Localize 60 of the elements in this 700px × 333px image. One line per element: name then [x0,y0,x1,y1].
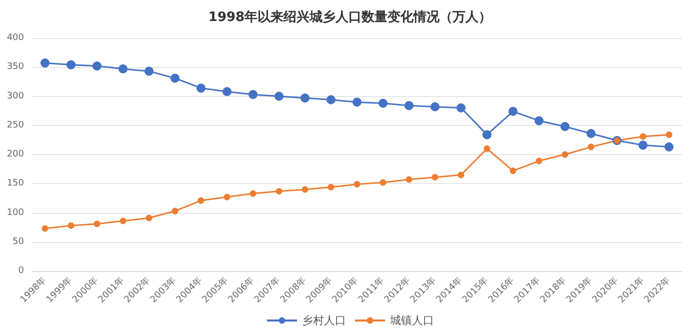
point [458,172,464,178]
y-tick-label: 0 [18,266,24,276]
point [510,168,516,174]
point [248,90,258,99]
point [40,58,50,68]
point [534,116,544,126]
point [560,122,570,132]
point [508,106,518,116]
y-tick-label: 350 [6,62,24,72]
point [224,194,230,200]
point [588,144,594,150]
point [170,74,180,83]
point [326,95,336,104]
point [118,64,128,74]
point [144,66,154,76]
point [92,61,102,70]
y-tick-label: 200 [6,150,24,160]
legend-label: 城镇人口 [389,314,434,327]
point [328,184,334,190]
point [352,98,362,107]
point [406,176,412,183]
point [94,220,100,228]
point [378,98,388,108]
point [198,197,204,204]
point [300,94,310,102]
y-tick-label: 400 [6,33,24,43]
point [222,87,232,96]
point [172,208,178,214]
point [354,180,360,188]
y-tick-label: 50 [12,236,24,247]
point [380,179,386,186]
point [664,142,674,152]
point [484,145,490,152]
legend-label: 乡村人口 [302,314,346,327]
point [276,188,282,194]
point [66,60,76,70]
point [42,225,48,232]
point [120,218,126,224]
point [482,130,492,140]
y-tick-label: 150 [6,178,24,189]
point [68,222,74,229]
y-tick-label: 100 [6,208,24,218]
point [302,186,308,193]
point [430,102,440,112]
point [562,151,568,158]
point [638,140,648,150]
point [456,103,466,112]
y-tick-label: 300 [6,91,24,102]
point [196,84,206,93]
point [666,131,672,138]
chart-title: 1998年以来绍兴城乡人口数量变化情况（万人） [208,9,492,25]
point [586,129,596,138]
point [404,101,414,110]
point [250,190,256,197]
y-tick-label: 250 [6,120,24,130]
point [274,92,284,101]
point [640,133,646,140]
point [536,158,542,164]
point [432,174,438,180]
point [146,214,152,222]
